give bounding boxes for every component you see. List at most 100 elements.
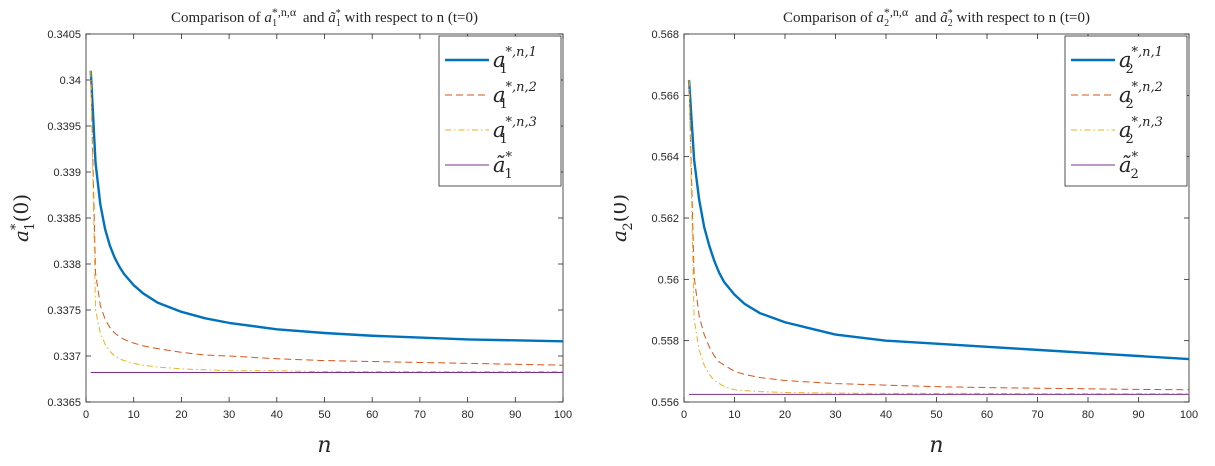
legend-superscript: *,n,3 bbox=[506, 115, 537, 130]
x-tick-label: 90 bbox=[509, 409, 521, 421]
series-group bbox=[687, 79, 1189, 395]
legend-label-1: a*,n,1 2 bbox=[1119, 45, 1163, 77]
legend-superscript: *,n,1 bbox=[1132, 45, 1163, 60]
series-line-2 bbox=[688, 79, 1189, 391]
title-text: and bbox=[299, 10, 328, 26]
legend-label-2: a*,n,2 2 bbox=[1119, 80, 1163, 112]
y-tick-label: 0.558 bbox=[651, 336, 679, 348]
x-tick-label: 80 bbox=[461, 409, 473, 421]
legend-label-1: a*,n,1 1 bbox=[493, 45, 537, 77]
y-tick-label: 0.566 bbox=[651, 90, 679, 102]
y-tick-label: 0.337 bbox=[53, 351, 81, 363]
series-line-2 bbox=[90, 70, 563, 366]
title-text: Comparison of bbox=[171, 10, 264, 26]
x-tick-label: 20 bbox=[175, 409, 187, 421]
series-line-1 bbox=[89, 70, 563, 343]
title-superscript: *,n,α bbox=[884, 5, 909, 19]
legend: a*,n,1 2a*,n,2 2a*,n,3 2ã* 2 bbox=[1064, 35, 1188, 187]
chart-title: Comparison of a*,n,α 1 and ã* 1 with respe… bbox=[171, 5, 478, 29]
y-tick-label: 0.3365 bbox=[47, 397, 81, 409]
legend-symbol: ã bbox=[1119, 153, 1132, 177]
y-label-subscript: 1 bbox=[23, 222, 38, 230]
chart-panel-left: 0 10 20 30 40 50 60 70 80 90 100 0.3365 0.337 0.3375 0… bbox=[0, 0, 600, 466]
title-symbol: a bbox=[876, 10, 884, 26]
series-line-3 bbox=[90, 70, 563, 373]
x-tick-label: 80 bbox=[1082, 409, 1094, 421]
legend-symbol: a bbox=[1119, 48, 1132, 72]
y-label-symbol: a bbox=[614, 230, 631, 242]
legend: a*,n,1 1a*,n,2 1a*,n,3 1ã* 1 bbox=[438, 35, 562, 187]
x-tick-label: 40 bbox=[271, 409, 283, 421]
x-tick-label: 0 bbox=[83, 409, 89, 421]
x-tick-label: 40 bbox=[880, 409, 892, 421]
x-tick-label: 60 bbox=[366, 409, 378, 421]
title-text: Comparison of bbox=[783, 10, 876, 26]
x-tick-label: 30 bbox=[223, 409, 235, 421]
x-tick-label: 50 bbox=[930, 409, 942, 421]
x-axis-label: n bbox=[929, 433, 943, 458]
legend-label-3: a*,n,3 1 bbox=[493, 115, 537, 147]
title-subscript: 2 bbox=[884, 18, 889, 29]
legend-subscript: 1 bbox=[499, 97, 507, 112]
chart-title: Comparison of a*,n,α 2 and ã* 2 with respe… bbox=[783, 5, 1090, 29]
x-tick-label: 10 bbox=[728, 409, 740, 421]
title-subscript: 1 bbox=[336, 18, 341, 29]
chart-panel-right: 0 10 20 30 40 50 60 70 80 90 100 0.556 0.558 0.56 0.56… bbox=[607, 0, 1214, 466]
legend-superscript: *,n,2 bbox=[506, 80, 537, 95]
x-tick-label: 30 bbox=[829, 409, 841, 421]
y-label-superscript: * bbox=[9, 223, 24, 230]
y-label-subscript: 2 bbox=[621, 222, 636, 230]
title-text: with respect to n (t=0) bbox=[953, 10, 1090, 26]
legend-symbol: ã bbox=[493, 153, 506, 177]
x-tick-label: 60 bbox=[981, 409, 993, 421]
y-tick-label: 0.3405 bbox=[47, 29, 81, 41]
legend-symbol: a bbox=[1119, 118, 1132, 142]
x-axis-label: n bbox=[317, 433, 331, 458]
title-text: and bbox=[911, 10, 940, 26]
legend-subscript: 2 bbox=[1125, 62, 1133, 77]
chart-left: 0 10 20 30 40 50 60 70 80 90 100 0.3365 0.337 0.3375 0… bbox=[9, 5, 572, 458]
legend-symbol: a bbox=[493, 83, 506, 107]
y-tick-label: 0.56 bbox=[658, 274, 679, 286]
series-line-1 bbox=[687, 79, 1189, 361]
x-tick-label: 90 bbox=[1132, 409, 1144, 421]
title-symbol: ã bbox=[328, 10, 336, 26]
legend-subscript: 2 bbox=[1125, 132, 1133, 147]
y-tick-label: 0.34 bbox=[60, 75, 81, 87]
x-tick-label: 100 bbox=[1180, 409, 1198, 421]
title-subscript: 2 bbox=[948, 18, 953, 29]
chart-right: 0 10 20 30 40 50 60 70 80 90 100 0.556 0.558 0.56 0.56… bbox=[607, 5, 1198, 458]
y-tick-label: 0.562 bbox=[651, 213, 679, 225]
y-tick-label: 0.564 bbox=[651, 152, 679, 164]
x-tick-label: 10 bbox=[128, 409, 140, 421]
y-label-text: (0) bbox=[614, 194, 631, 222]
x-tick-label: 20 bbox=[779, 409, 791, 421]
y-tick-label: 0.3385 bbox=[47, 213, 81, 225]
legend-label-3: a*,n,3 2 bbox=[1119, 115, 1163, 147]
legend-symbol: a bbox=[493, 48, 506, 72]
legend-subscript: 2 bbox=[1131, 167, 1139, 182]
y-tick-label: 0.556 bbox=[651, 397, 679, 409]
legend-subscript: 2 bbox=[1125, 97, 1133, 112]
title-symbol: a bbox=[264, 10, 272, 26]
y-tick-label: 0.568 bbox=[651, 29, 679, 41]
title-superscript: *,n,α bbox=[272, 5, 297, 19]
series-line-3 bbox=[688, 79, 1189, 395]
title-superscript: * bbox=[948, 8, 953, 19]
title-symbol: ã bbox=[940, 10, 948, 26]
legend-superscript: *,n,2 bbox=[1132, 80, 1163, 95]
x-tick-label: 50 bbox=[318, 409, 330, 421]
legend-superscript: * bbox=[506, 150, 513, 165]
x-tick-label: 0 bbox=[681, 409, 687, 421]
x-tick-label: 100 bbox=[554, 409, 572, 421]
legend-superscript: * bbox=[1132, 150, 1139, 165]
legend-label-4: ã* 1 bbox=[493, 150, 513, 182]
y-tick-label: 0.338 bbox=[53, 259, 81, 271]
legend-subscript: 1 bbox=[499, 62, 507, 77]
legend-superscript: *,n,1 bbox=[506, 45, 537, 60]
y-axis-label: a*1(0) bbox=[9, 194, 38, 242]
x-tick-label: 70 bbox=[1031, 409, 1043, 421]
title-text: with respect to n (t=0) bbox=[341, 10, 478, 26]
title-superscript: * bbox=[336, 8, 341, 19]
legend-superscript: *,n,3 bbox=[1132, 115, 1163, 130]
